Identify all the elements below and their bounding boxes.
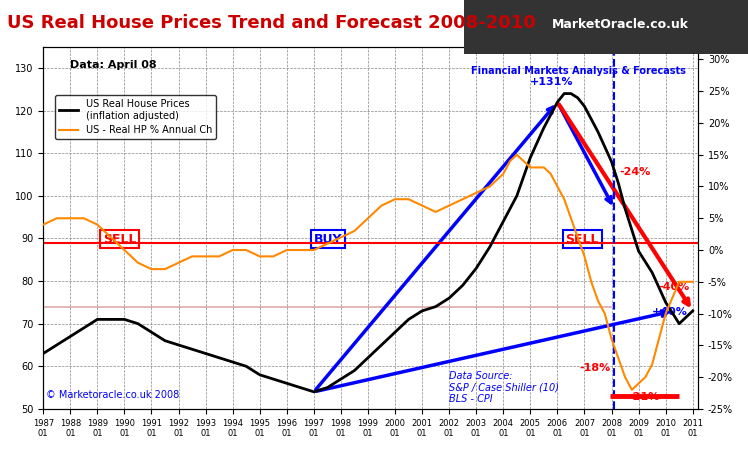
Text: Data Source:
S&P / Case Shiller (10)
BLS - CPI: Data Source: S&P / Case Shiller (10) BLS… xyxy=(449,371,560,404)
Text: US Real House Prices Trend and Forecast 2008-2010: US Real House Prices Trend and Forecast … xyxy=(7,14,536,32)
Text: +40%: +40% xyxy=(652,307,687,317)
Text: MarketOracle.co.uk: MarketOracle.co.uk xyxy=(551,18,689,31)
Text: -24%: -24% xyxy=(619,167,651,177)
Text: -21%: -21% xyxy=(628,392,660,402)
Text: BUY: BUY xyxy=(314,233,343,246)
Text: +131%: +131% xyxy=(530,77,574,87)
Legend: US Real House Prices
(inflation adjusted), US - Real HP % Annual Ch: US Real House Prices (inflation adjusted… xyxy=(55,95,216,139)
Text: Data: April 08: Data: April 08 xyxy=(70,60,157,70)
Text: -40%: -40% xyxy=(659,282,690,292)
Text: -18%: -18% xyxy=(580,362,611,372)
Text: Financial Markets Analysis & Forecasts: Financial Markets Analysis & Forecasts xyxy=(471,66,686,76)
Text: SELL: SELL xyxy=(102,233,136,246)
Text: © Marketoracle.co.uk 2008: © Marketoracle.co.uk 2008 xyxy=(46,390,180,400)
Text: SELL: SELL xyxy=(565,233,599,246)
